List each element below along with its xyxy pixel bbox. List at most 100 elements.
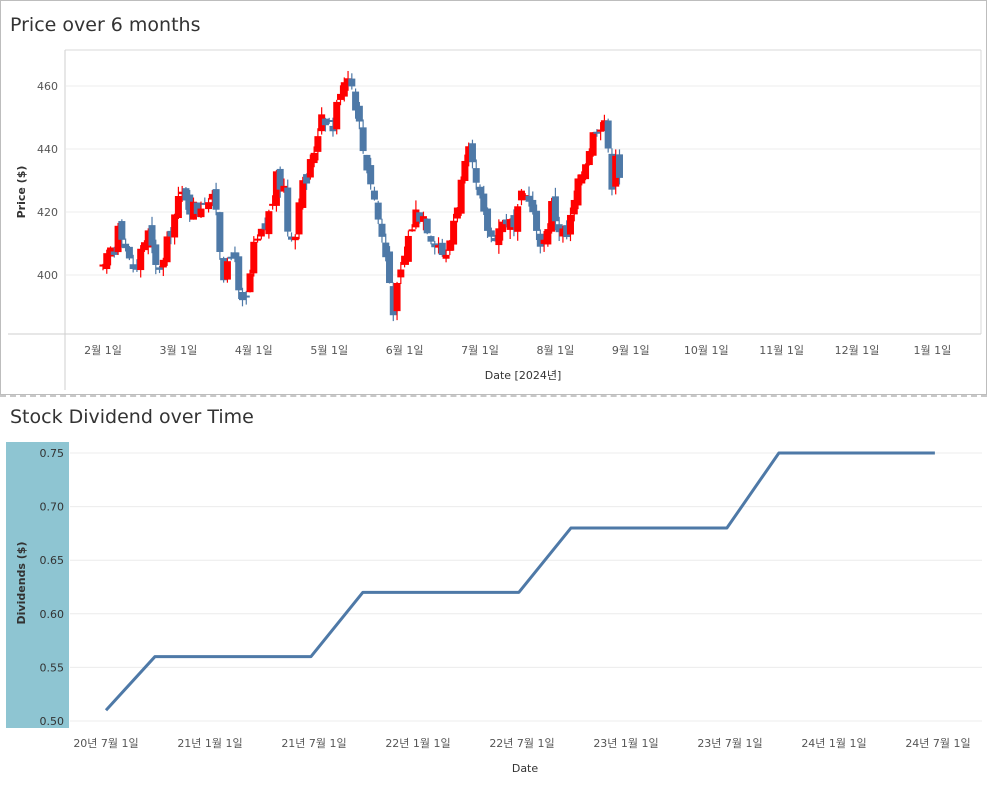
candle-body [152,244,160,265]
candle-body [333,101,341,130]
candle-body [574,178,582,206]
candle-body [404,235,412,262]
candle-body [337,93,345,100]
candle-body [514,206,522,232]
candle-body [548,201,556,232]
candle-body [484,208,492,231]
candle-body [427,236,435,242]
candle-body [144,230,152,248]
candle-body [517,190,525,201]
price-chart-title: Price over 6 months [10,14,201,36]
candle-body [137,248,145,271]
candle-body [442,254,450,259]
candle-body [103,253,111,270]
panel-divider [0,395,987,397]
candle-body [578,174,586,184]
candle-body [416,212,424,222]
candle-body [348,78,356,87]
candle-body [435,245,443,248]
candle-body [487,230,495,237]
price-x-tick-label: 7월 1일 [461,343,499,357]
candle-body [182,188,190,201]
candle-body [257,228,265,237]
price-y-tick-label: 400 [37,269,58,282]
candle-body [551,196,559,222]
candle-body [597,129,605,132]
candle-body [359,127,367,152]
candle-body [238,292,246,301]
candle-body [201,202,209,205]
dividend-y-tick-label: 0.55 [40,661,65,674]
candle-body [306,159,314,178]
candle-body [291,236,299,241]
candle-body [495,228,503,246]
candle-body [472,168,480,183]
dividend-y-tick-label: 0.60 [40,608,65,621]
candle-body [555,224,563,233]
candle-body [544,229,552,245]
candle-body [125,246,133,259]
candle-body [352,91,360,111]
candle-body [344,78,352,85]
candle-body [107,247,115,257]
candle-body [284,187,292,232]
candle-body [367,165,375,185]
candle-body [235,256,243,291]
candle-body [476,186,484,196]
candle-body [261,223,269,230]
candle-body [189,201,197,220]
candle-body [559,228,567,237]
dividend-x-tick-label: 22년 1월 1일 [385,736,450,750]
candle-body [159,259,167,268]
price-x-tick-label: 6월 1일 [386,343,424,357]
dividend-x-tick-label: 21년 1월 1일 [177,736,242,750]
dividend-x-axis-title: Date [512,762,539,775]
candle-body [582,164,590,180]
candle-body [299,180,307,208]
candle-body [246,273,254,293]
candle-body [510,215,518,228]
candle-body [310,152,318,164]
candle-body [397,269,405,278]
dividend-x-tick-label: 21년 7월 1일 [281,736,346,750]
candle-body [585,151,593,166]
candle-body [110,251,118,255]
price-x-tick-label: 11월 1일 [759,343,804,357]
candle-body [593,131,601,134]
candle-body [600,120,608,131]
candle-body [612,155,620,187]
candle-body [122,243,130,249]
candle-body [329,125,337,132]
candle-body [193,202,201,214]
candle-body [386,251,394,284]
price-x-axis-title: Date [2024년] [485,369,562,382]
price-y-axis-title: Price ($) [15,166,28,219]
dividend-y-tick-label: 0.50 [40,715,65,728]
candle-body [156,267,164,270]
dividend-x-tick-label: 20년 7월 1일 [73,736,138,750]
candle-body [382,242,390,258]
candle-body [99,264,107,267]
candle-body [178,191,186,195]
dividend-y-tick-label: 0.75 [40,447,65,460]
price-x-tick-label: 5월 1일 [310,343,348,357]
candle-body [412,209,420,228]
candle-body [325,119,333,122]
candle-body [280,185,288,192]
candle-body [208,193,216,200]
candle-body [163,236,171,263]
candle-body [533,210,541,231]
candle-body [363,154,371,171]
candle-body [491,238,499,242]
candle-body [374,202,382,220]
price-x-tick-label: 4월 1일 [235,343,273,357]
candle-body [118,221,126,240]
price-panel [0,0,987,395]
candle-body [450,220,458,245]
candle-body [506,219,514,230]
candle-body [231,252,239,258]
candle-body [205,202,213,210]
candle-body [615,154,623,178]
candle-body [525,195,533,202]
candle-body [276,168,284,190]
